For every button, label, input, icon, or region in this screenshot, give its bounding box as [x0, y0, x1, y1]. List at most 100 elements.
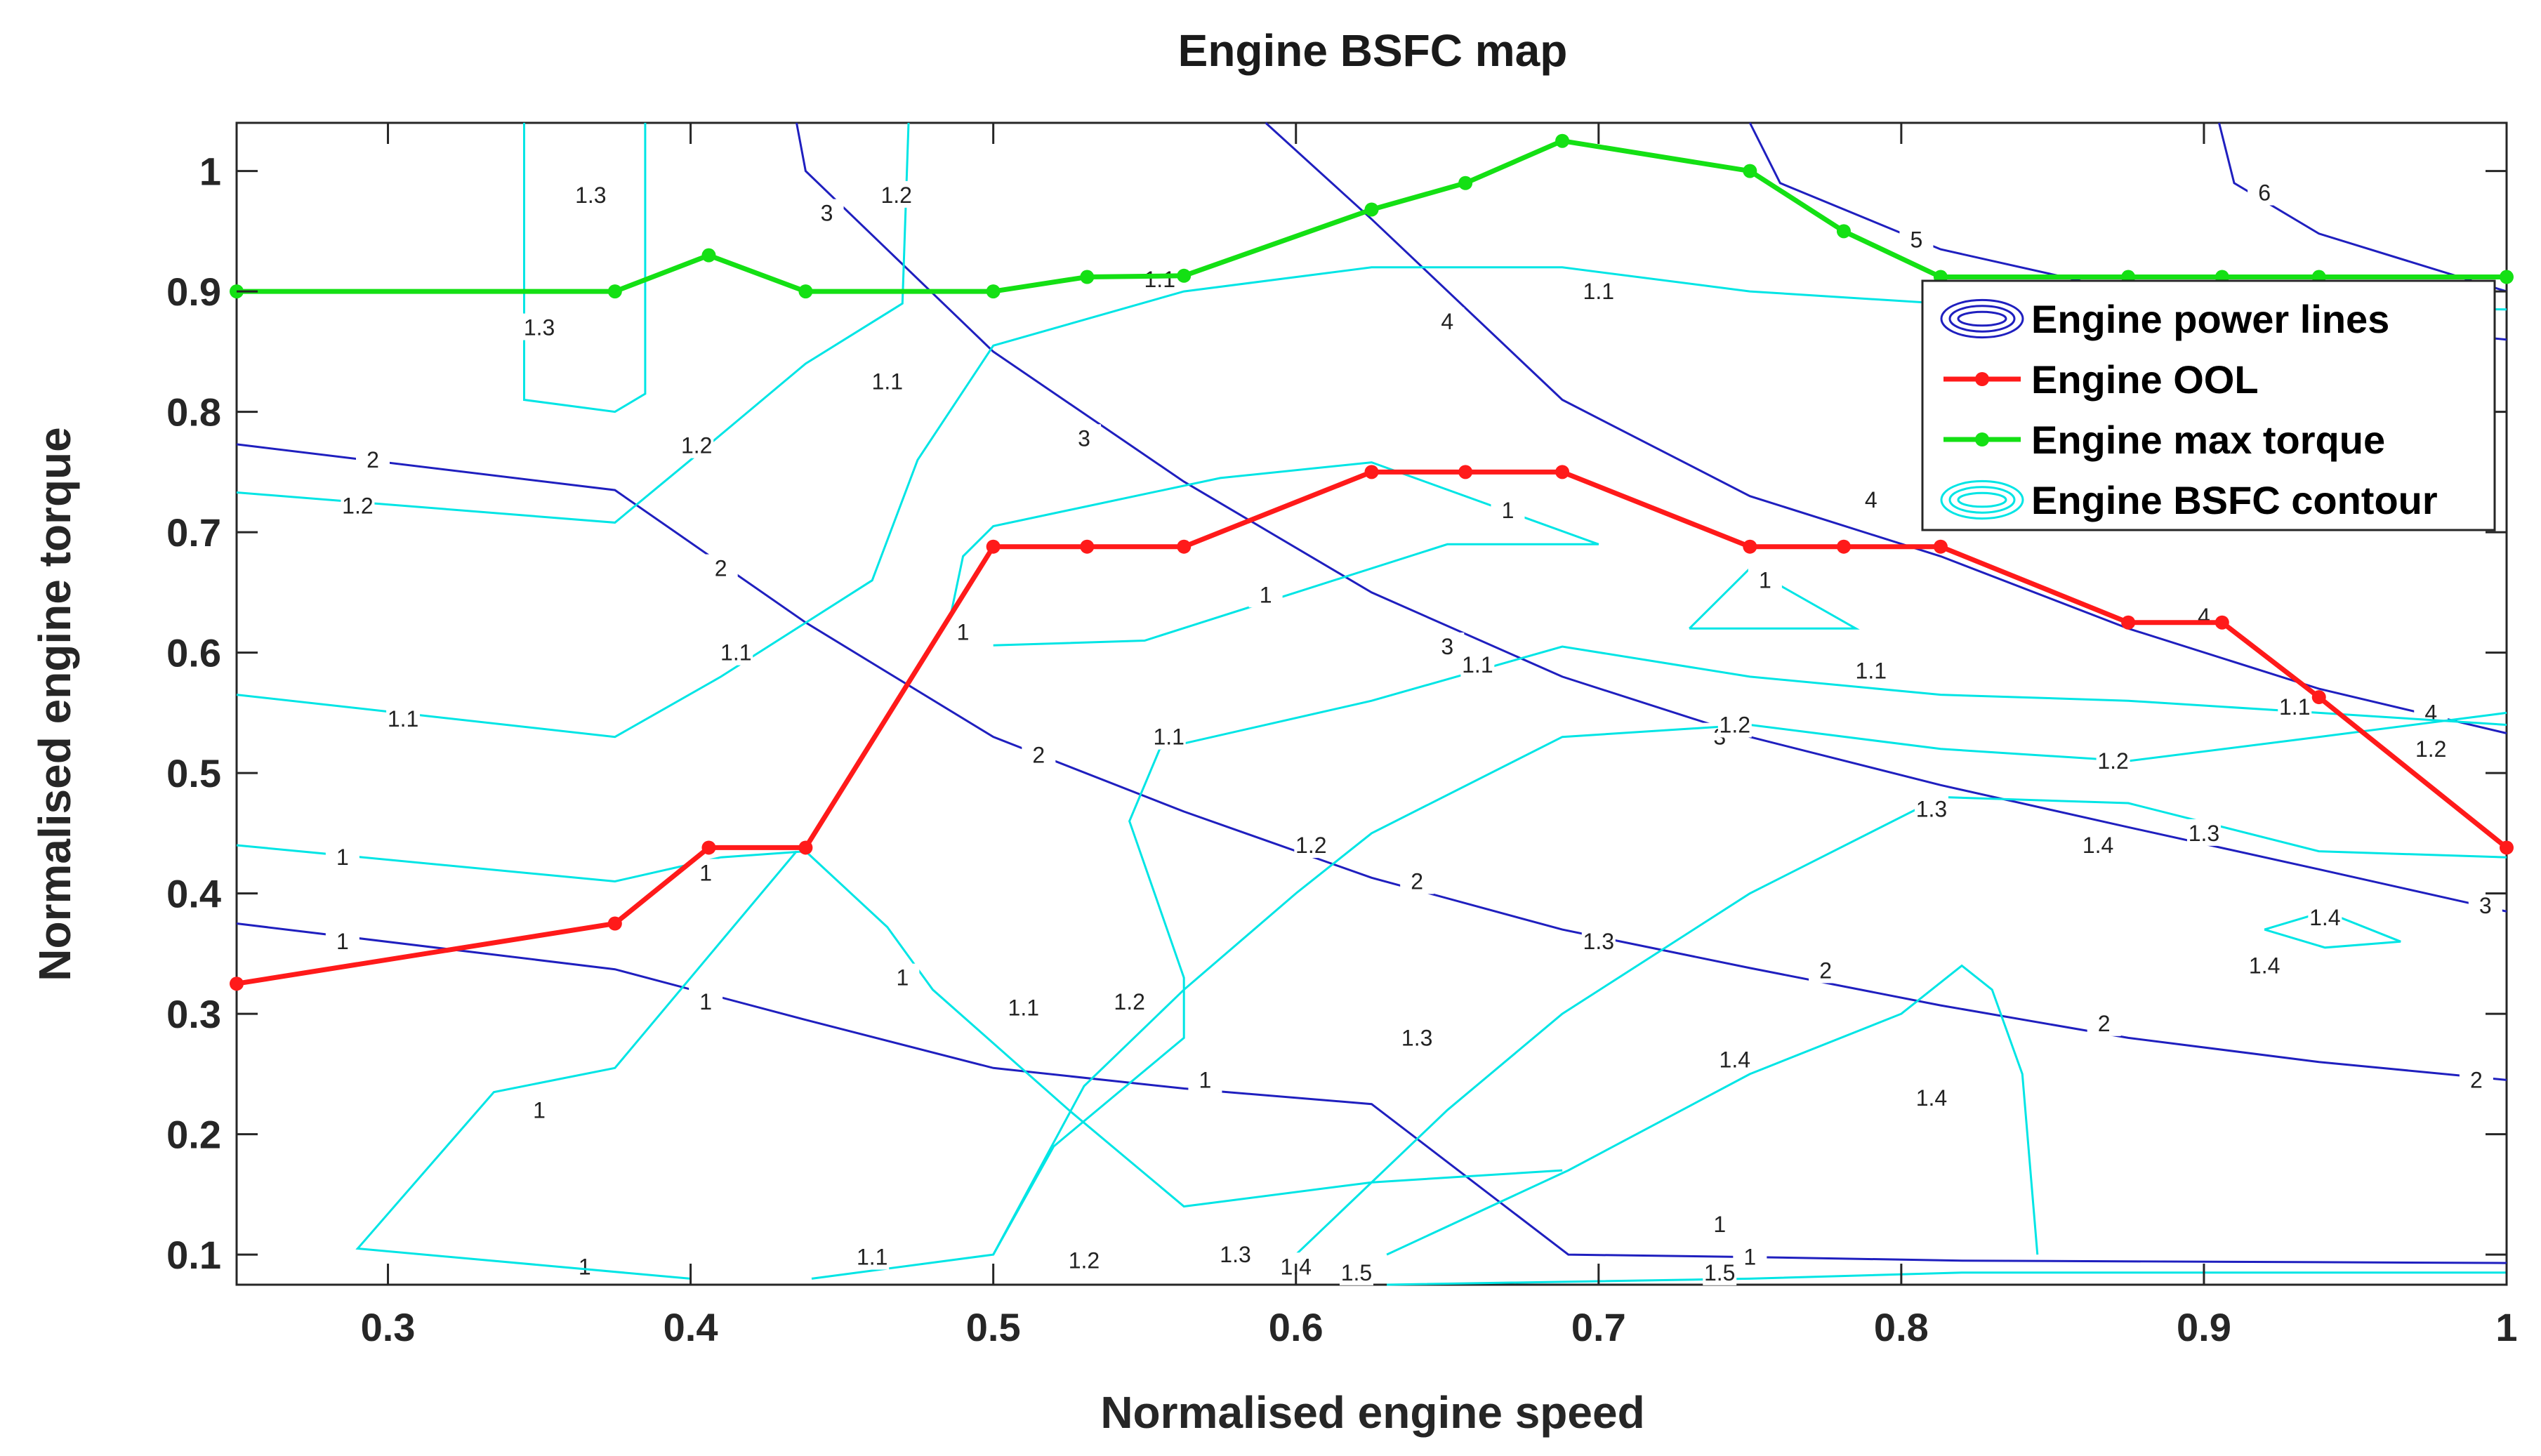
bsfc-contour-label-bg	[1339, 1258, 1373, 1285]
power-line-label-bg	[1430, 633, 1465, 660]
engine-max-torque-point	[607, 284, 622, 299]
bsfc-contour-label-bg	[1006, 993, 1041, 1021]
bsfc-contour-label: 1.2	[1720, 713, 1750, 738]
bsfc-contour-label: 1	[1502, 498, 1514, 523]
bsfc-contour-label: 1.2	[1069, 1248, 1100, 1273]
power-line-label-bg	[1430, 307, 1465, 334]
bsfc-contour-label-bg	[1854, 656, 1888, 684]
power-line-label-bg	[325, 927, 359, 955]
bsfc-contour-label-bg	[870, 367, 904, 395]
bsfc-contour-label-bg	[879, 180, 913, 208]
bsfc-contour-line-4	[355, 850, 798, 1280]
bsfc-contour-label-bg	[689, 859, 723, 886]
power-line-label: 1	[699, 989, 712, 1014]
x-axis: 0.3 0.4 0.5 0.6 0.7 0.8 0.9 1	[361, 123, 2518, 1349]
bsfc-contour-label-bg	[1460, 650, 1495, 677]
engine-max-torque-point	[986, 284, 1001, 299]
power-line-label-bg	[1022, 741, 1056, 768]
bsfc-contour-label: 1.2	[2097, 748, 2128, 774]
x-tick-label: 0.3	[361, 1305, 416, 1349]
bsfc-contour-label-bg	[1914, 1084, 1948, 1111]
y-tick-label: 0.7	[166, 510, 221, 555]
power-line-label: 3	[1078, 425, 1090, 451]
bsfc-contour-label: 1.5	[1341, 1260, 1372, 1285]
bsfc-contour-label: 1.2	[1295, 833, 1326, 858]
bsfc-contour-label: 1.3	[2189, 821, 2219, 846]
bsfc-contour-label-bg	[2081, 831, 2116, 859]
legend: Engine power lines Engine OOL Engine max t…	[1921, 279, 2496, 531]
bsfc-contour-line-6	[1689, 567, 1860, 630]
legend-symbol-engine-power-lines	[1957, 310, 2007, 327]
engine-ool-point	[1364, 465, 1379, 479]
bsfc-contour-label: 1.1	[1153, 724, 1184, 750]
engine-ool-point	[798, 840, 813, 855]
y-tick-label: 0.6	[166, 631, 221, 675]
bsfc-contour-label: 1.1	[2279, 694, 2310, 720]
power-line-line-5	[2218, 122, 2507, 293]
bsfc-contour-line-0	[523, 123, 647, 413]
bsfc-contour-line-10	[1386, 964, 2039, 1256]
bsfc-contour-line-1	[236, 122, 910, 524]
power-line-label: 1	[1199, 1067, 1212, 1092]
bsfc-contour-label-bg	[2186, 819, 2221, 846]
engine-power-lines: 11111222222233333444456	[236, 121, 2507, 1270]
power-line-line-1	[236, 443, 2507, 1081]
bsfc-contour-label-bg	[1717, 710, 1752, 738]
x-tick-label: 0.7	[1571, 1305, 1626, 1349]
power-line-label: 2	[1819, 958, 1832, 983]
legend-symbol-engine-bsfc-contour	[1948, 486, 2016, 514]
engine-max-torque-point	[1836, 224, 1851, 239]
legend-label-engine-power-lines: Engine power lines	[2031, 297, 2389, 341]
engine-ool-point	[2215, 615, 2229, 630]
engine-max-torque-point	[798, 284, 813, 299]
power-line-label: 5	[1910, 227, 1923, 252]
bsfc-contour-label: 1.3	[1401, 1025, 1432, 1050]
x-tick-label: 0.9	[2177, 1305, 2231, 1349]
bsfc-contour-label: 1.2	[2415, 736, 2446, 762]
power-line-label-bg	[704, 554, 738, 581]
bsfc-contour-label: 1.1	[1008, 995, 1039, 1021]
bsfc-contour-label-bg	[574, 180, 608, 208]
bsfc-contour-label-bg	[1151, 722, 1186, 750]
power-line-label: 2	[1032, 742, 1045, 767]
engine-ool-point	[1555, 465, 1570, 479]
bsfc-contour-label: 1.1	[857, 1245, 887, 1270]
bsfc-contour-line-2	[236, 266, 2507, 739]
engine-ool-point	[1177, 539, 1192, 554]
legend-box	[1921, 279, 2496, 531]
bsfc-contour-label: 1.3	[1220, 1242, 1250, 1267]
bsfc-contour-label-bg	[1400, 1024, 1434, 1051]
bsfc-contour-label: 1.3	[1583, 929, 1614, 954]
bsfc-contour-label-bg	[386, 704, 421, 732]
y-tick-label: 0.8	[166, 390, 221, 435]
bsfc-contour-label: 1	[336, 845, 349, 870]
engine-ool-point	[1743, 539, 1757, 554]
bsfc-contour-label-bg	[1914, 795, 1948, 822]
power-line-label-bg	[355, 446, 390, 473]
bsfc-contour-label: 1.4	[2309, 905, 2340, 930]
bsfc-contour-label: 1.1	[1856, 658, 1887, 683]
engine-max-torque-point	[1555, 133, 1570, 148]
power-line-label: 1	[336, 929, 349, 954]
x-tick-label: 1	[2495, 1305, 2517, 1349]
engine-ool-point	[2121, 615, 2136, 630]
bsfc-contour-label: 1	[533, 1097, 546, 1123]
bsfc-contour-label-bg	[567, 1252, 602, 1280]
bsfc-contour-label: 1.3	[524, 315, 555, 340]
bsfc-contour-label: 1.1	[1462, 652, 1493, 677]
power-line-label: 3	[1441, 634, 1453, 659]
legend-symbol-engine-bsfc-contour	[1940, 479, 2024, 520]
engine-bsfc-contours: 1.31.31.21.21.21.11.11.11.1 1.11111111111…	[236, 122, 2507, 1286]
power-line-label-bg	[1854, 485, 1888, 512]
power-line-label: 1	[1743, 1245, 1756, 1270]
power-line-label: 1	[1713, 1212, 1726, 1237]
engine-max-torque-point	[1177, 268, 1192, 283]
bsfc-contour-label-bg	[1703, 1258, 1737, 1285]
bsfc-contour-line-5	[946, 461, 1599, 647]
bsfc-contour-label-bg	[2096, 746, 2130, 774]
y-tick-label: 0.1	[166, 1233, 221, 1277]
bsfc-contour-label-bg	[522, 1096, 557, 1123]
bsfc-contour-label-bg	[855, 1243, 890, 1270]
bsfc-contour-label: 1.2	[880, 183, 911, 208]
